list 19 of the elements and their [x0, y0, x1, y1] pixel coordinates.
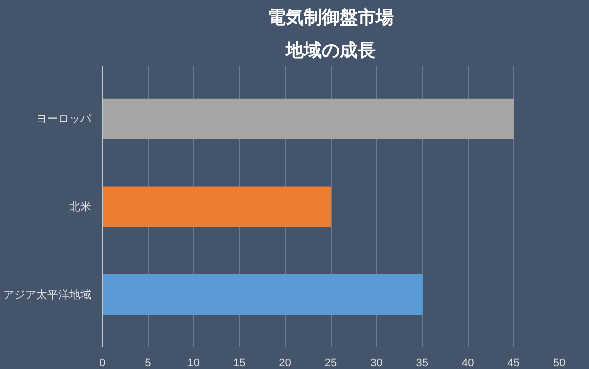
- x-tick-label: 25: [324, 358, 338, 369]
- bar: [102, 186, 332, 228]
- x-tick-label: 45: [508, 358, 520, 369]
- x-tick-label: 0: [99, 358, 106, 369]
- x-tick-label: 15: [233, 358, 246, 369]
- y-tick-label: アジア太平洋地域: [4, 288, 92, 302]
- bar: [102, 274, 423, 316]
- y-tick-label: 北米: [70, 200, 92, 214]
- y-tick-label: ヨーロッパ: [36, 112, 92, 126]
- x-tick-label: 10: [188, 358, 200, 369]
- x-tick-label: 50: [553, 358, 566, 369]
- x-tick-label: 20: [279, 358, 292, 369]
- chart-subtitle: 地域の成長: [285, 40, 376, 62]
- bar: [102, 98, 514, 140]
- chart-title: 電気制御盤市場: [268, 8, 394, 28]
- x-tick-label: 30: [370, 358, 383, 369]
- x-tick-label: 35: [416, 358, 429, 369]
- x-tick-label: 40: [462, 358, 474, 369]
- x-tick-label: 5: [145, 358, 152, 369]
